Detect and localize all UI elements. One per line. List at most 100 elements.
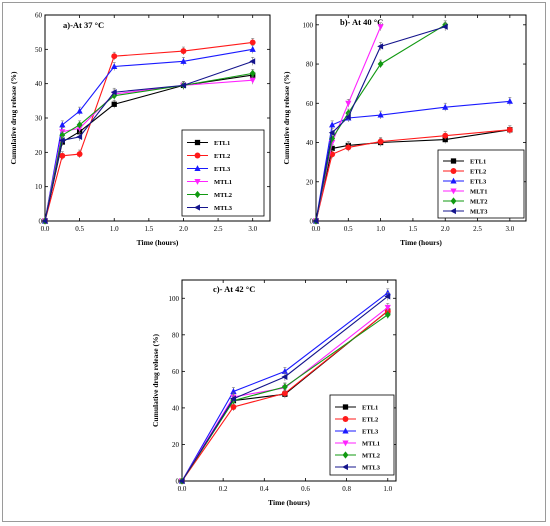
data-point-etl3	[442, 103, 449, 110]
x-tick-label: 3.0	[505, 225, 514, 233]
x-axis-label: Time (hours)	[400, 238, 442, 247]
series-line-mtl3	[44, 60, 253, 222]
legend-marker-mtl3	[194, 204, 200, 211]
series-line-etl2	[44, 41, 253, 222]
legend-marker-mtl1	[342, 440, 349, 447]
data-point-mtl3	[76, 133, 83, 140]
series-line-etl3	[44, 48, 253, 222]
data-point-etl2	[76, 151, 83, 157]
legend-label: ETL1	[362, 404, 378, 411]
legend-marker-etl3	[342, 427, 349, 434]
chart-panel-2: 0.0 0.5 1.0 1.5 2.0 2.5 3.0 0 20 40 60 80 100 Time (h…	[282, 14, 527, 247]
data-point-mlt1	[345, 100, 352, 107]
legend-box	[329, 394, 395, 476]
series-line-mtl1	[44, 79, 253, 222]
data-point-etl2	[281, 390, 288, 397]
y-tick-label: 0	[39, 218, 43, 226]
x-tick-label: 0.5	[344, 225, 353, 233]
data-point-etl1	[329, 145, 335, 152]
legend-label: MLT2	[470, 198, 487, 205]
legend: ETL1 ETL2 ETL3 MTL1 MTL2 MTL3	[329, 394, 395, 476]
legend-label: MTL2	[214, 192, 232, 199]
legend-marker-mlt3	[450, 207, 456, 215]
legend-marker-mtl2	[194, 190, 201, 199]
chart-title: b)- At 40 °C	[340, 17, 383, 27]
data-point-mtl2	[59, 131, 66, 139]
data-point-mtl2	[249, 69, 256, 77]
y-tick-label: 80	[172, 331, 180, 339]
series-line-etl2	[181, 310, 389, 482]
x-tick-label: 2.5	[473, 225, 482, 233]
series-line-etl2	[315, 129, 510, 222]
data-point-etl2	[249, 39, 256, 46]
legend-label: ETL3	[470, 178, 487, 185]
y-tick-label: 20	[172, 441, 180, 449]
x-tick-label: 1.0	[383, 485, 392, 493]
plot-area	[181, 279, 397, 482]
data-point-mlt3	[377, 43, 384, 50]
data-point-etl3	[59, 121, 66, 128]
x-tick-label: 1.5	[144, 225, 153, 233]
data-point-mtl1	[384, 304, 391, 311]
legend-marker-etl1	[450, 158, 457, 164]
data-point-mtl3	[180, 82, 186, 89]
chart-panel-3: 0.0 0.2 0.4 0.6 0.8 1.0 0 20 40 60 80 100 Time (hour…	[151, 279, 397, 507]
data-point-mtl3	[110, 89, 117, 96]
series-line-etl3	[181, 292, 389, 482]
data-point-etl2	[345, 144, 352, 151]
data-point-etl3	[377, 111, 384, 118]
legend-label: ETL3	[214, 166, 231, 173]
data-point-mtl1	[249, 77, 256, 84]
data-point-mlt1	[377, 24, 384, 31]
x-tick-label: 2.5	[214, 225, 223, 233]
series-line-mtl3	[181, 296, 389, 482]
data-point-etl2	[442, 132, 449, 139]
legend-label: MTL3	[362, 464, 381, 471]
data-point-mlt3	[344, 113, 351, 121]
x-tick-label: 0.0	[41, 225, 50, 233]
figure-frame	[2, 2, 546, 522]
legend-label: MLT3	[470, 208, 488, 215]
data-point-mtl3	[249, 58, 256, 65]
y-tick-label: 30	[35, 115, 43, 123]
data-point-etl3	[281, 367, 288, 374]
data-point-etl3	[230, 388, 237, 394]
y-tick-label: 40	[35, 80, 43, 88]
x-tick-label: 1.0	[376, 225, 385, 233]
y-tick-label: 0	[176, 478, 180, 486]
y-tick-label: 40	[172, 404, 180, 412]
legend: ETL1 ETL2 ETL3 MLT1 MLT2 MLT3	[437, 149, 525, 219]
data-point-etl3	[506, 97, 513, 104]
legend-label: MTL1	[362, 440, 380, 447]
data-point-etl3	[180, 57, 187, 64]
legend-marker-mlt2	[450, 197, 457, 205]
data-point-mtl3	[230, 395, 236, 402]
x-tick-label: 0.8	[342, 485, 351, 493]
y-axis-label: Cumulative drug release (%)	[9, 71, 18, 164]
y-tick-label: 20	[35, 149, 43, 157]
legend-label: MTL3	[214, 205, 233, 212]
data-point-mtl3	[178, 477, 185, 485]
y-axis-label: Cumulative drug release (%)	[151, 334, 160, 427]
legend-label: MLT1	[470, 188, 487, 195]
series-line-mtl2	[44, 72, 253, 222]
series-line-mlt1	[315, 26, 382, 222]
x-tick-label: 1.5	[409, 225, 418, 233]
data-point-etl2	[180, 48, 187, 54]
data-point-etl2	[230, 404, 237, 410]
y-tick-label: 40	[306, 139, 314, 147]
x-axis-label: Time (hours)	[268, 498, 310, 507]
x-tick-label: 0.6	[301, 485, 310, 493]
legend-label: MTL1	[214, 179, 232, 186]
x-tick-label: 2.0	[441, 225, 450, 233]
data-point-mtl3	[58, 137, 65, 144]
data-point-etl3	[329, 121, 336, 128]
x-tick-label: 3.0	[248, 225, 257, 233]
y-tick-label: 100	[169, 295, 180, 303]
data-point-etl2	[59, 152, 66, 159]
data-point-etl3	[76, 107, 83, 114]
data-point-mtl3	[41, 217, 48, 225]
data-point-mtl2	[76, 121, 83, 129]
series-line-etl3	[315, 100, 510, 222]
